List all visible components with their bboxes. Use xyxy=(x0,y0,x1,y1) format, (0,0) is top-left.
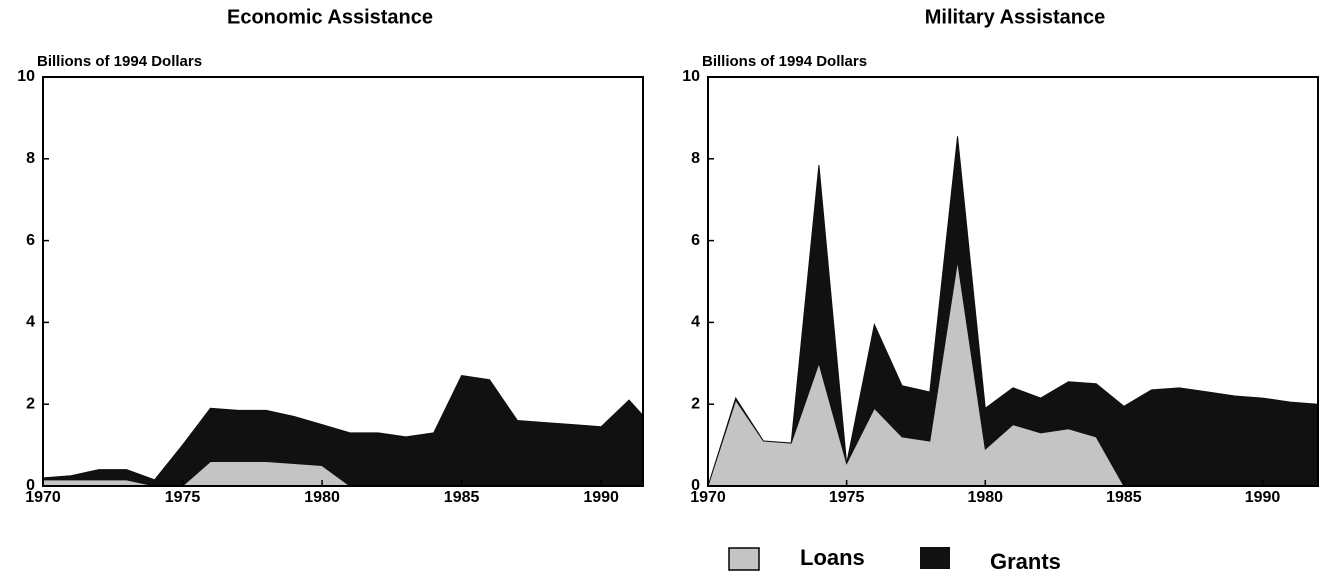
x-tick-label: 1985 xyxy=(444,489,480,506)
y-tick-label: 4 xyxy=(691,314,700,331)
plot-frame xyxy=(707,76,1319,487)
y-tick-label: 0 xyxy=(26,477,35,494)
y-tick-label: 10 xyxy=(682,68,700,85)
x-tick-label: 1980 xyxy=(967,489,1003,506)
x-tick-label: 1975 xyxy=(829,489,865,506)
x-tick-label: 1990 xyxy=(1245,489,1281,506)
y-axis-label: Billions of 1994 Dollars xyxy=(37,53,202,70)
y-tick-label: 2 xyxy=(26,395,35,412)
y-tick-label: 0 xyxy=(691,477,700,494)
area-grants xyxy=(43,375,643,486)
y-tick-label: 2 xyxy=(691,395,700,412)
area-grants: Grants xyxy=(708,136,1318,486)
plot-area xyxy=(43,375,643,486)
y-tick-label: 10 xyxy=(17,68,35,85)
y-tick-label: 4 xyxy=(26,314,35,331)
legend-label: Grants xyxy=(990,549,1061,574)
y-axis-label: Billions of 1994 Dollars xyxy=(702,53,867,70)
y-tick-label: 8 xyxy=(691,150,700,167)
x-tick-label: 1975 xyxy=(165,489,201,506)
y-tick-label: 6 xyxy=(26,232,35,249)
legend-label: Loans xyxy=(800,545,865,570)
legend-swatch-loans xyxy=(728,547,760,571)
chart-title: Economic Assistance xyxy=(227,6,433,28)
x-tick-label: 1985 xyxy=(1106,489,1142,506)
chart-title: Military Assistance xyxy=(925,6,1105,28)
x-tick-label: 1980 xyxy=(304,489,340,506)
x-tick-label: 1970 xyxy=(690,489,726,506)
x-tick-label: 1990 xyxy=(583,489,619,506)
x-tick-label: 1970 xyxy=(25,489,61,506)
y-tick-label: 8 xyxy=(26,150,35,167)
y-tick-label: 6 xyxy=(691,232,700,249)
plot-frame xyxy=(42,76,644,487)
legend-swatch-grants xyxy=(920,547,950,569)
